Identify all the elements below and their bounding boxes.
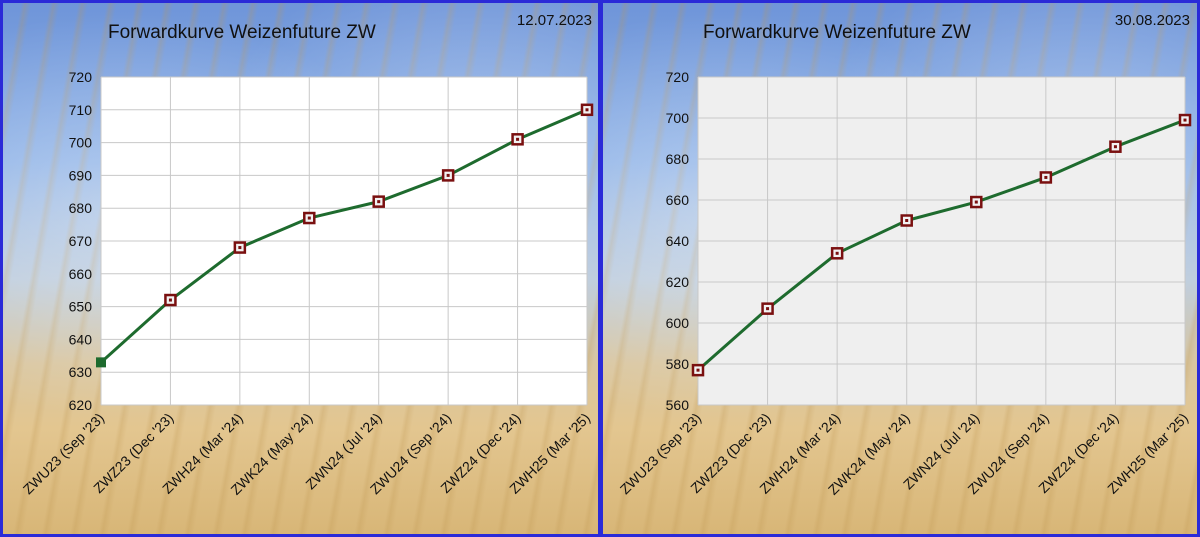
panel-divider	[598, 0, 603, 537]
y-tick-label: 720	[666, 69, 690, 85]
data-point-center	[307, 216, 311, 220]
series-line	[697, 118, 1186, 372]
y-tick-label: 600	[666, 315, 690, 331]
y-tick-label: 680	[69, 200, 93, 216]
chart-title: Forwardkurve Weizenfuture ZW	[703, 22, 971, 43]
data-point-center	[905, 219, 909, 222]
y-tick-label: 690	[69, 167, 93, 183]
y-tick-label: 680	[666, 151, 690, 167]
y-tick-label: 580	[666, 356, 690, 372]
y-tick-label: 630	[69, 364, 93, 380]
y-tick-label: 700	[69, 135, 93, 151]
data-point-center	[585, 108, 589, 112]
y-tick-label: 560	[666, 397, 690, 413]
y-tick-label: 670	[69, 233, 93, 249]
data-point-center	[1183, 118, 1187, 122]
data-point-center	[377, 200, 381, 204]
y-tick-label: 650	[69, 299, 93, 315]
chart-date: 30.08.2023	[1115, 12, 1190, 29]
data-point-center	[446, 173, 450, 177]
y-tick-label: 660	[69, 266, 93, 282]
data-point-center	[168, 298, 172, 302]
y-tick-label: 620	[69, 397, 93, 413]
chart-date: 12.07.2023	[517, 12, 592, 29]
y-tick-label: 640	[666, 233, 690, 249]
series-line	[99, 108, 588, 364]
y-tick-label: 660	[666, 192, 690, 208]
data-point-center	[696, 368, 700, 372]
data-point-center	[238, 246, 242, 250]
data-point-center	[1044, 175, 1048, 179]
y-tick-label: 710	[69, 102, 93, 118]
data-point-center	[766, 307, 770, 311]
y-tick-label: 640	[69, 331, 93, 347]
y-tick-label: 620	[666, 274, 690, 290]
y-tick-label: 720	[69, 69, 93, 85]
data-point-center	[835, 251, 839, 255]
data-point-center	[974, 200, 978, 204]
y-tick-label: 700	[666, 110, 690, 126]
data-point-center	[1113, 145, 1117, 149]
data-point-center	[516, 137, 520, 141]
chart-title: Forwardkurve Weizenfuture ZW	[108, 22, 376, 43]
data-point	[96, 357, 106, 368]
